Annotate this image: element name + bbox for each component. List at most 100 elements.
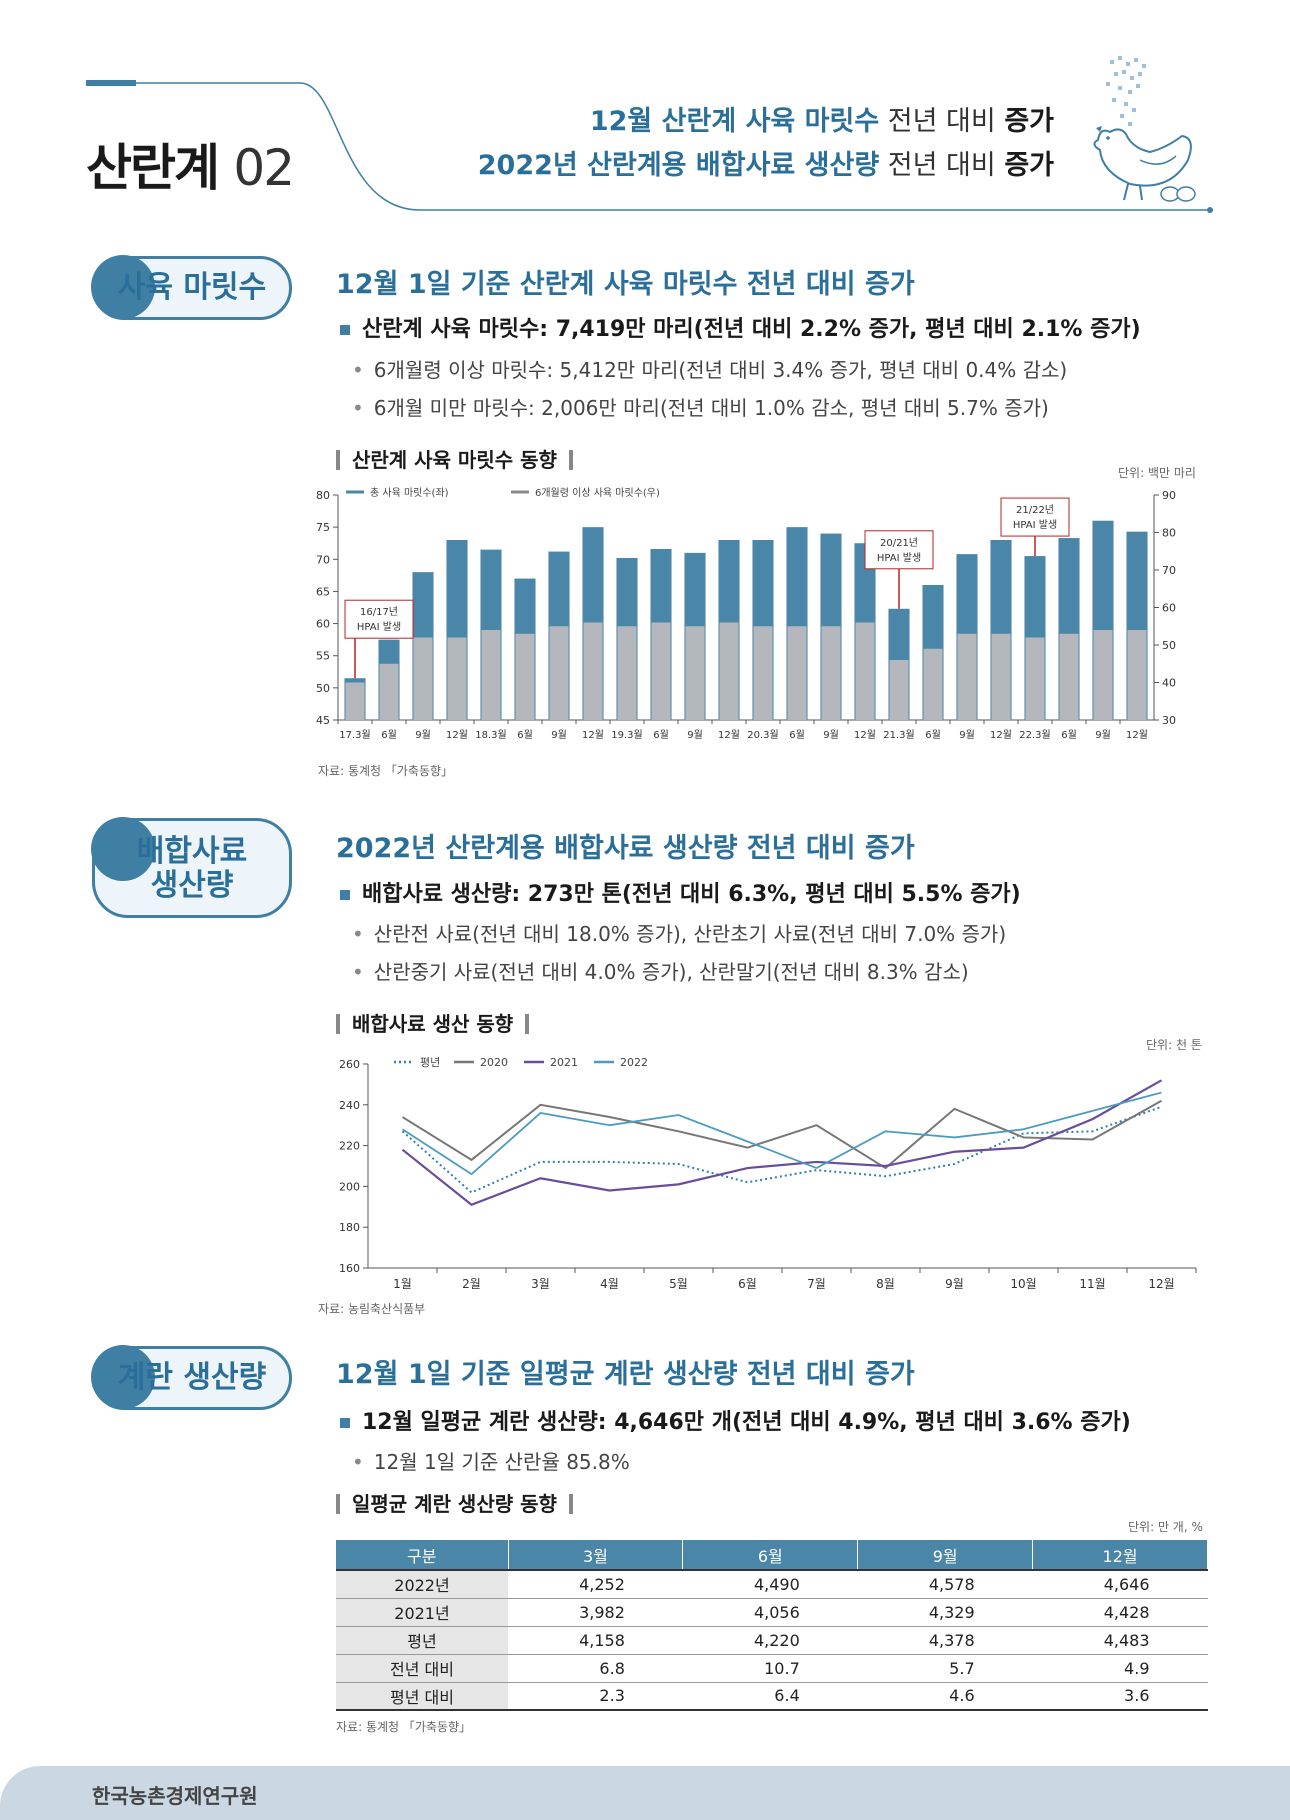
bar-adult bbox=[991, 633, 1011, 720]
x-tick-label: 1월 bbox=[393, 1277, 412, 1291]
x-tick-label: 9월 bbox=[959, 729, 975, 741]
sec1-chart-title: 산란계 사육 마릿수 동향 bbox=[336, 444, 573, 473]
bar-adult bbox=[821, 626, 841, 720]
badge-livestock-count: 사육 마릿수 bbox=[91, 255, 292, 320]
header-line-2-a: 2022년 산란계용 배합사료 생산량 bbox=[477, 150, 880, 181]
sec1-chart-title-text: 산란계 사육 마릿수 동향 bbox=[352, 448, 557, 472]
bar-adult bbox=[549, 626, 569, 720]
x-tick-label: 9월 bbox=[415, 729, 431, 741]
x-tick-label: 9월 bbox=[945, 1277, 964, 1291]
x-tick-label: 9월 bbox=[551, 729, 567, 741]
table-header-cell: 6월 bbox=[682, 1540, 859, 1571]
x-tick-label: 12월 bbox=[446, 729, 468, 741]
table-cell: 4.9 bbox=[1032, 1654, 1208, 1683]
annotation-line-1: 20/21년 bbox=[880, 537, 918, 549]
bar-adult bbox=[583, 622, 603, 720]
table-cell: 4.6 bbox=[857, 1682, 1033, 1711]
bar-adult bbox=[957, 633, 977, 720]
sec1-main-bullet: 산란계 사육 마릿수: 7,419만 마리(전년 대비 2.2% 증가, 평년 … bbox=[340, 311, 1141, 343]
y-tick-label-right: 50 bbox=[1162, 639, 1176, 652]
bar-adult bbox=[1127, 630, 1147, 720]
y-tick-label-right: 90 bbox=[1162, 489, 1176, 502]
x-tick-label: 9월 bbox=[1095, 729, 1111, 741]
sec3-source: 자료: 통계청 「가축동향」 bbox=[336, 1720, 472, 1734]
x-tick-label: 18.3월 bbox=[475, 729, 506, 741]
badge-feed-production-label-1: 배합사료 bbox=[136, 834, 248, 869]
table-row-header: 평년 bbox=[336, 1626, 508, 1655]
table-header-row: 구분 3월 6월 9월 12월 bbox=[336, 1540, 1208, 1571]
bar-adult bbox=[345, 682, 365, 720]
footer-bar: 한국농촌경제연구원 bbox=[0, 1766, 1290, 1820]
sec3-main-bullet: 12월 일평균 계란 생산량: 4,646만 개(전년 대비 4.9%, 평년 … bbox=[340, 1404, 1131, 1436]
bar-adult bbox=[753, 626, 773, 720]
table-row: 평년 4,158 4,220 4,378 4,483 bbox=[336, 1626, 1208, 1655]
bar-adult bbox=[1059, 633, 1079, 720]
y-tick-label-left: 65 bbox=[316, 585, 330, 598]
y-tick-label-left: 70 bbox=[316, 553, 330, 566]
legend-label: 평년 bbox=[420, 1056, 440, 1069]
y-tick-label-right: 40 bbox=[1162, 677, 1176, 690]
annotation-box bbox=[1000, 497, 1070, 537]
bar-adult bbox=[413, 637, 433, 720]
bar-adult bbox=[923, 648, 943, 720]
table-cell: 4,220 bbox=[682, 1626, 858, 1655]
sec3-table-title-text: 일평균 계란 생산량 동향 bbox=[352, 1492, 557, 1516]
y-tick-label-left: 55 bbox=[316, 650, 330, 663]
sec3-unit: 단위: 만 개, % bbox=[1128, 1520, 1203, 1534]
table-cell: 3.6 bbox=[1032, 1682, 1208, 1711]
annotation-line-1: 21/22년 bbox=[1016, 504, 1054, 516]
annotation-line-1: 16/17년 bbox=[360, 606, 398, 618]
y-tick-label-left: 80 bbox=[316, 489, 330, 502]
table-cell: 4,158 bbox=[508, 1626, 683, 1655]
x-tick-label: 2월 bbox=[462, 1277, 481, 1291]
page-title: 산란계 02 bbox=[86, 128, 295, 200]
y-tick-label: 180 bbox=[339, 1221, 360, 1234]
x-tick-label: 6월 bbox=[381, 729, 397, 741]
x-tick-label: 8월 bbox=[876, 1277, 895, 1291]
y-tick-label: 160 bbox=[339, 1262, 360, 1275]
livestock-bar-chart: 45 50 55 60 65 70 75 80 30 40 50 60 70 80 90 17.3월 6월 9월 1… bbox=[316, 487, 1176, 741]
table-cell: 4,378 bbox=[857, 1626, 1033, 1655]
badge-egg-production: 계란 생산량 bbox=[91, 1345, 292, 1410]
table-cell: 4,252 bbox=[508, 1570, 683, 1599]
x-tick-label: 6월 bbox=[1061, 729, 1077, 741]
bar-adult bbox=[651, 622, 671, 720]
x-tick-label: 12월 bbox=[990, 729, 1012, 741]
y-tick-label-left: 60 bbox=[316, 618, 330, 631]
sec1-sub-bullet-2: 6개월 미만 마릿수: 2,006만 마리(전년 대비 1.0% 감소, 평년 … bbox=[352, 392, 1049, 421]
series-line-1 bbox=[401, 1099, 1162, 1170]
table-cell: 4,483 bbox=[1032, 1626, 1208, 1655]
table-row-header: 전년 대비 bbox=[336, 1654, 508, 1683]
sec2-unit: 단위: 천 톤 bbox=[1146, 1038, 1202, 1052]
feed-line-chart: 160 180 200 220 240 260 1월 2월 3월 4월 5월 6월 7월 8월 9월 10월 1… bbox=[339, 1056, 1197, 1291]
table-row: 2021년 3,982 4,056 4,329 4,428 bbox=[336, 1598, 1208, 1627]
y-tick-label-left: 50 bbox=[316, 682, 330, 695]
bar-adult bbox=[719, 622, 739, 720]
series-line-0 bbox=[401, 1105, 1162, 1194]
bar-adult bbox=[515, 633, 535, 720]
bar-adult bbox=[379, 663, 399, 720]
y-tick-label-right: 70 bbox=[1162, 564, 1176, 577]
x-tick-label: 5월 bbox=[669, 1277, 688, 1291]
x-tick-label: 9월 bbox=[687, 729, 703, 741]
sec2-heading: 2022년 산란계용 배합사료 생산량 전년 대비 증가 bbox=[336, 833, 915, 864]
header-line-1-b: 전년 대비 bbox=[879, 106, 1005, 137]
bar-adult bbox=[447, 637, 467, 720]
table-row: 2022년 4,252 4,490 4,578 4,646 bbox=[336, 1570, 1208, 1599]
y-tick-label-right: 60 bbox=[1162, 602, 1176, 615]
header-curve-line bbox=[136, 82, 1213, 213]
sec2-sub-bullet-1: 산란전 사료(전년 대비 18.0% 증가), 산란초기 사료(전년 대비 7.… bbox=[352, 918, 1006, 947]
table-cell: 4,646 bbox=[1032, 1570, 1208, 1599]
bar-adult bbox=[855, 622, 875, 720]
bar-adult bbox=[787, 626, 807, 720]
table-row-header: 2022년 bbox=[336, 1570, 508, 1599]
annotation-line-2: HPAI 발생 bbox=[1013, 519, 1057, 531]
x-tick-label: 4월 bbox=[600, 1277, 619, 1291]
bar-adult bbox=[617, 626, 637, 720]
x-tick-label: 12월 bbox=[854, 729, 876, 741]
x-tick-label: 11월 bbox=[1079, 1277, 1105, 1291]
x-tick-label: 3월 bbox=[531, 1277, 550, 1291]
table-cell: 6.8 bbox=[508, 1654, 683, 1683]
x-tick-label: 6월 bbox=[789, 729, 805, 741]
x-tick-label: 12월 bbox=[582, 729, 604, 741]
